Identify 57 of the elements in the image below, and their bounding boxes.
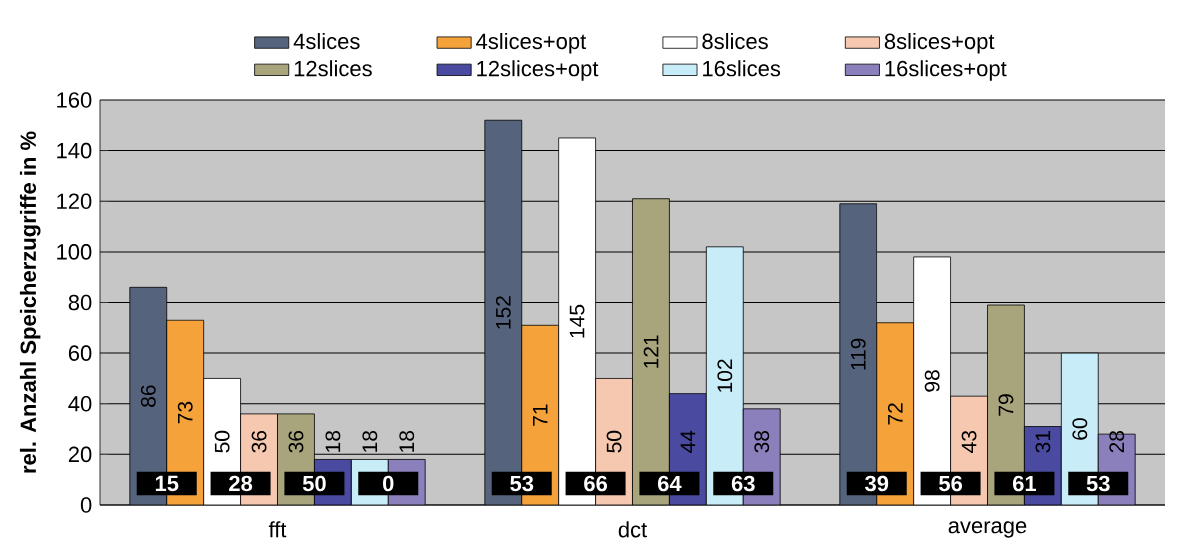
- data-label: 98: [924, 370, 940, 392]
- data-label: 18: [362, 430, 378, 452]
- y-tick-label: 0: [80, 497, 92, 513]
- x-tick-label: dct: [618, 521, 648, 538]
- legend-label: 4slices+opt: [476, 32, 587, 54]
- data-label: 50: [214, 430, 230, 453]
- data-label: 79: [998, 394, 1014, 416]
- legend-label: 8slices: [702, 32, 768, 50]
- data-label: 121: [643, 335, 659, 368]
- annotation: 64: [658, 475, 682, 492]
- annotation: 50: [302, 475, 326, 492]
- annotation: 63: [731, 475, 755, 492]
- legend-label: 16slices+opt: [885, 60, 1007, 81]
- data-label: 44: [680, 430, 696, 453]
- annotation: 66: [584, 475, 608, 492]
- y-tick-label: 40: [68, 395, 92, 412]
- data-label: 152: [495, 296, 511, 329]
- y-tick-label: 100: [57, 244, 92, 260]
- data-label: 38: [754, 430, 770, 453]
- data-label: 102: [717, 359, 733, 392]
- y-tick-label: 160: [57, 92, 92, 108]
- annotation: 39: [865, 475, 889, 492]
- annotation: 61: [1013, 475, 1037, 492]
- data-label: 73: [177, 401, 193, 424]
- legend-label: 12slices+opt: [477, 60, 599, 81]
- data-label: 50: [606, 430, 622, 453]
- y-axis-title: rel. Anzahl Speicherzugriffe in %: [19, 131, 41, 473]
- legend-label: 8slices+opt: [884, 32, 995, 54]
- data-label: 71: [532, 404, 548, 426]
- y-tick-label: 80: [68, 294, 92, 311]
- x-tick-label: fft: [268, 521, 287, 538]
- annotation: 0: [383, 475, 394, 492]
- annotation: 53: [510, 475, 534, 492]
- data-label: 28: [1109, 430, 1125, 453]
- data-label: 60: [1072, 418, 1088, 440]
- data-label: 72: [887, 403, 903, 425]
- data-label: 119: [850, 338, 866, 370]
- annotation: 28: [229, 475, 253, 492]
- legend-label: 16slices: [703, 60, 781, 77]
- legend-label: 12slices: [294, 60, 372, 77]
- data-label: 31: [1035, 431, 1051, 453]
- data-label: 145: [569, 304, 585, 338]
- annotation: 56: [939, 475, 963, 492]
- y-tick-label: 120: [57, 193, 92, 210]
- annotation: 15: [155, 475, 179, 492]
- data-label: 86: [140, 385, 156, 407]
- y-tick-label: 60: [68, 345, 92, 361]
- x-tick-label: average: [948, 521, 1027, 538]
- y-tick-label: 20: [68, 446, 92, 463]
- data-label: 36: [251, 430, 267, 453]
- annotation: 53: [1086, 475, 1110, 492]
- data-label: 18: [399, 430, 415, 452]
- data-label: 36: [288, 430, 304, 453]
- data-label: 18: [325, 430, 341, 452]
- legend-label: 4slices: [293, 32, 360, 50]
- data-label: 43: [961, 430, 977, 453]
- y-tick-label: 140: [57, 142, 92, 159]
